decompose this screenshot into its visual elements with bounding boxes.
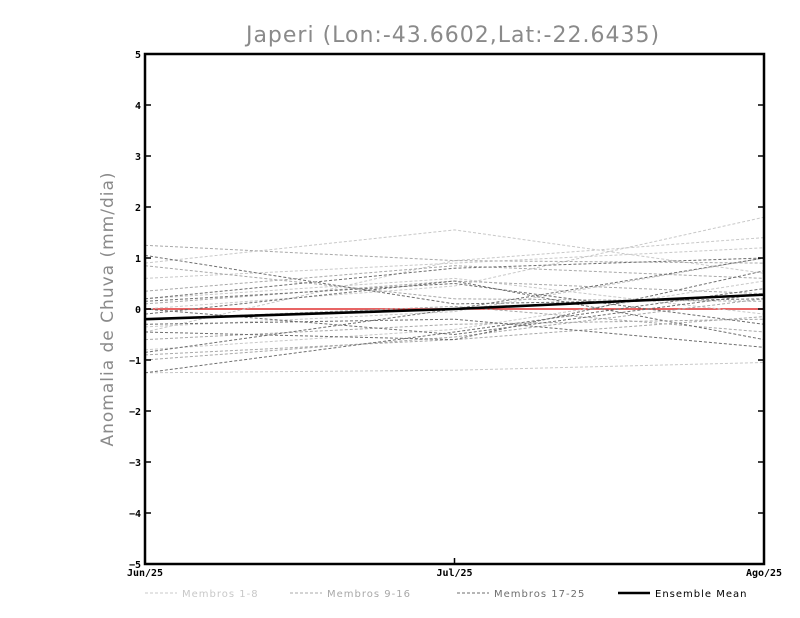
x-tick-label: Jun/25: [127, 568, 163, 579]
y-tick-label: 0: [135, 305, 141, 316]
y-tick-label: 4: [135, 101, 141, 112]
series-line-membros-1-8-2: [144, 362, 765, 374]
series-line-membros-9-16-6: [144, 316, 765, 356]
series-line-membros-1-8-4: [144, 280, 765, 351]
series-line-ensemble-mean-1: [144, 293, 765, 321]
y-axis-label: Anomalia de Chuva (mm/dia): [98, 171, 118, 446]
series-line-membros-17-25-4: [144, 270, 765, 341]
y-tick-label: −3: [129, 458, 141, 469]
series-line-membros-17-25-8: [144, 293, 765, 336]
x-tick-label: Ago/25: [746, 568, 782, 579]
series-line-membros-9-16-2: [144, 298, 765, 361]
series-line-membros-17-25-2: [144, 288, 765, 374]
series-line-membros-9-16-4: [144, 318, 765, 341]
series-line-membros-9-16-3: [144, 265, 765, 292]
y-tick-label: −5: [129, 560, 141, 571]
legend-label: Membros 1-8: [182, 589, 259, 600]
series-line-membros-17-25-5: [144, 282, 765, 325]
series-line-membros-9-16-1: [144, 244, 765, 264]
y-tick-label: 5: [135, 50, 141, 61]
series-line-membros-1-8-1: [144, 247, 765, 279]
legend-label: Membros 17-25: [494, 589, 585, 600]
y-tick-label: −1: [129, 356, 141, 367]
series-layer: [144, 216, 765, 374]
legend-label: Membros 9-16: [327, 589, 411, 600]
series-line-membros-1-8-5: [144, 229, 765, 274]
y-tick-label: −4: [129, 509, 141, 520]
series-line-membros-17-25-3: [144, 257, 765, 300]
series-line-membros-17-25-9: [144, 257, 765, 353]
chart-title: Japeri (Lon:-43.6602,Lat:-22.6435): [244, 23, 660, 48]
y-tick-label: 1: [135, 254, 141, 265]
series-line-membros-17-25-7: [144, 280, 765, 341]
series-line-membros-1-8-7: [144, 277, 765, 315]
x-tick-label: Jul/25: [436, 568, 472, 579]
series-line-membros-1-8-6: [144, 237, 765, 333]
series-line-membros-1-8-3: [144, 216, 765, 310]
y-tick-label: 2: [135, 203, 141, 214]
y-tick-label: −2: [129, 407, 141, 418]
series-line-membros-9-16-8: [144, 305, 765, 333]
x-axis-ticks: Jun/25 Jul/25 Ago/25: [127, 558, 782, 579]
legend-label: Ensemble Mean: [655, 589, 747, 600]
y-tick-label: 3: [135, 152, 141, 163]
series-line-membros-17-25-6: [144, 318, 765, 348]
y-axis-ticks: −5 −4 −3 −2 −1 0 1 2 3 4 5: [129, 50, 764, 571]
legend: Membros 1-8 Membros 9-16 Membros 17-25 Ense…: [145, 589, 747, 600]
